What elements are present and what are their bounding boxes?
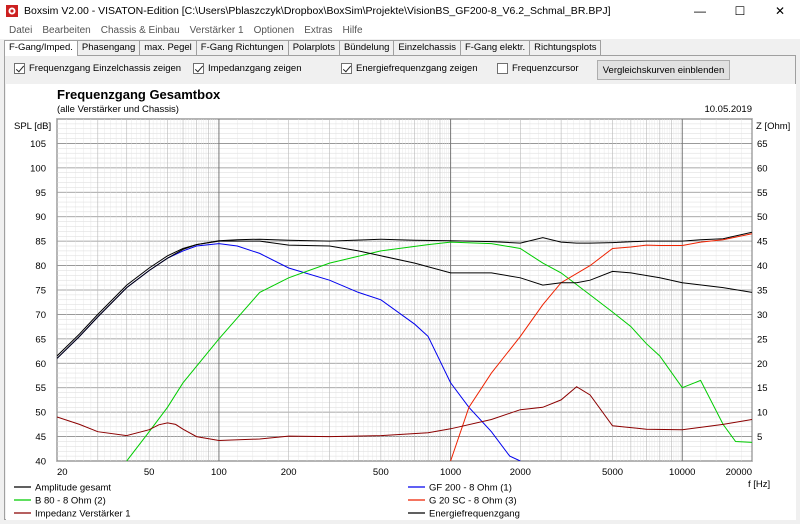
minimize-button[interactable]: — bbox=[694, 4, 706, 18]
boxsim-app-icon bbox=[6, 5, 18, 17]
x-axis-label: f [Hz] bbox=[748, 479, 770, 490]
y-right-tick-label: 5 bbox=[757, 432, 762, 443]
x-tick-label: 1000 bbox=[440, 467, 461, 478]
menu-verstaerker[interactable]: Verstärker 1 bbox=[189, 25, 244, 36]
chart-ticks: 40 45 50 55 60 65 70 75 80 85 90 95 100 105 5 10 15 20 25 3… bbox=[30, 139, 767, 478]
y-left-tick-label: 65 bbox=[35, 334, 46, 345]
menu-extras[interactable]: Extras bbox=[304, 25, 333, 36]
y-left-tick-label: 95 bbox=[35, 188, 46, 199]
x-tick-label: 50 bbox=[144, 467, 155, 478]
legend-label: Amplitude gesamt bbox=[35, 483, 111, 494]
chart-subtitle: (alle Verstärker und Chassis) bbox=[57, 104, 179, 115]
y-left-tick-label: 90 bbox=[35, 212, 46, 223]
title-bar: Boxsim V2.00 - VISATON-Edition [C:\Users… bbox=[0, 0, 800, 22]
chart-title: Frequenzgang Gesamtbox bbox=[57, 87, 221, 102]
x-tick-label: 10000 bbox=[669, 467, 695, 478]
x-tick-label: 5000 bbox=[602, 467, 623, 478]
y-left-tick-label: 55 bbox=[35, 383, 46, 394]
option-frequenzcursor[interactable]: Frequenzcursor bbox=[497, 63, 579, 74]
tab-bar: F-Gang/Imped. Phasengang max. Pegel F-Ga… bbox=[4, 40, 602, 56]
option-einzelchassis[interactable]: Frequenzgang Einzelchassis zeigen bbox=[14, 63, 181, 74]
legend-label: G 20 SC - 8 Ohm (3) bbox=[429, 496, 517, 507]
y-axis-left-label: SPL [dB] bbox=[14, 121, 51, 132]
legend-label: GF 200 - 8 Ohm (1) bbox=[429, 483, 512, 494]
series-line bbox=[126, 241, 752, 461]
label-energie: Energiefrequenzgang zeigen bbox=[356, 63, 478, 74]
chart-legend: Amplitude gesamt GF 200 - 8 Ohm (1) B 80 -… bbox=[14, 483, 520, 520]
x-tick-label: 500 bbox=[373, 467, 389, 478]
y-left-tick-label: 40 bbox=[35, 457, 46, 468]
series-line bbox=[57, 231, 752, 357]
y-right-tick-label: 20 bbox=[757, 359, 768, 370]
y-left-tick-label: 60 bbox=[35, 359, 46, 370]
legend-label: Energiefrequenzgang bbox=[429, 509, 520, 520]
menu-chassis-einbau[interactable]: Chassis & Einbau bbox=[100, 25, 180, 36]
vergleichskurven-button[interactable]: Vergleichskurven einblenden bbox=[597, 60, 730, 80]
menu-optionen[interactable]: Optionen bbox=[253, 25, 295, 36]
checkbox-einzelchassis[interactable] bbox=[14, 63, 25, 74]
y-left-tick-label: 85 bbox=[35, 237, 46, 248]
y-left-tick-label: 50 bbox=[35, 408, 46, 419]
y-right-tick-label: 60 bbox=[757, 163, 768, 174]
y-right-tick-label: 35 bbox=[757, 286, 768, 297]
x-tick-label: 100 bbox=[211, 467, 227, 478]
legend-label: Impedanz Verstärker 1 bbox=[35, 509, 131, 520]
y-right-tick-label: 65 bbox=[757, 139, 768, 150]
y-right-tick-label: 30 bbox=[757, 310, 768, 321]
y-right-tick-label: 55 bbox=[757, 188, 768, 199]
label-einzelchassis: Frequenzgang Einzelchassis zeigen bbox=[29, 63, 182, 74]
chart-curves bbox=[57, 231, 752, 461]
y-left-tick-label: 105 bbox=[30, 139, 46, 150]
tab-fgang-imped[interactable]: F-Gang/Imped. bbox=[4, 40, 78, 56]
y-right-tick-label: 50 bbox=[757, 212, 768, 223]
y-left-tick-label: 45 bbox=[35, 432, 46, 443]
y-right-tick-label: 40 bbox=[757, 261, 768, 272]
y-left-tick-label: 80 bbox=[35, 261, 46, 272]
window-title: Boxsim V2.00 - VISATON-Edition [C:\Users… bbox=[24, 5, 611, 17]
y-right-tick-label: 15 bbox=[757, 383, 768, 394]
y-right-tick-label: 45 bbox=[757, 237, 768, 248]
chart-grid bbox=[56, 118, 753, 462]
option-energie[interactable]: Energiefrequenzgang zeigen bbox=[341, 63, 477, 74]
y-axis-right-label: Z [Ohm] bbox=[756, 121, 790, 132]
x-tick-label: 20000 bbox=[726, 467, 752, 478]
close-button[interactable]: ✕ bbox=[774, 4, 786, 18]
checkbox-energie[interactable] bbox=[341, 63, 352, 74]
y-right-tick-label: 25 bbox=[757, 334, 768, 345]
x-tick-label: 20 bbox=[57, 467, 68, 478]
x-tick-label: 200 bbox=[281, 467, 297, 478]
menu-bar: Datei Bearbeiten Chassis & Einbau Verstä… bbox=[0, 22, 800, 39]
option-impedanz[interactable]: Impedanzgang zeigen bbox=[193, 63, 302, 74]
checkbox-impedanz[interactable] bbox=[193, 63, 204, 74]
y-left-tick-label: 100 bbox=[30, 163, 46, 174]
menu-datei[interactable]: Datei bbox=[9, 25, 33, 36]
checkbox-frequenzcursor[interactable] bbox=[497, 63, 508, 74]
tab-richtungsplots[interactable]: Richtungsplots bbox=[529, 40, 602, 55]
y-left-tick-label: 75 bbox=[35, 286, 46, 297]
series-line bbox=[57, 240, 752, 359]
chart-date: 10.05.2019 bbox=[704, 104, 752, 115]
series-line bbox=[450, 233, 752, 461]
y-right-tick-label: 10 bbox=[757, 408, 768, 419]
maximize-button[interactable]: ☐ bbox=[734, 4, 746, 18]
label-frequenzcursor: Frequenzcursor bbox=[512, 63, 579, 74]
y-left-tick-label: 70 bbox=[35, 310, 46, 321]
legend-label: B 80 - 8 Ohm (2) bbox=[35, 496, 106, 507]
series-line bbox=[57, 386, 752, 442]
menu-hilfe[interactable]: Hilfe bbox=[342, 25, 363, 36]
x-tick-label: 2000 bbox=[510, 467, 531, 478]
label-impedanz: Impedanzgang zeigen bbox=[208, 63, 302, 74]
menu-bearbeiten[interactable]: Bearbeiten bbox=[42, 25, 91, 36]
